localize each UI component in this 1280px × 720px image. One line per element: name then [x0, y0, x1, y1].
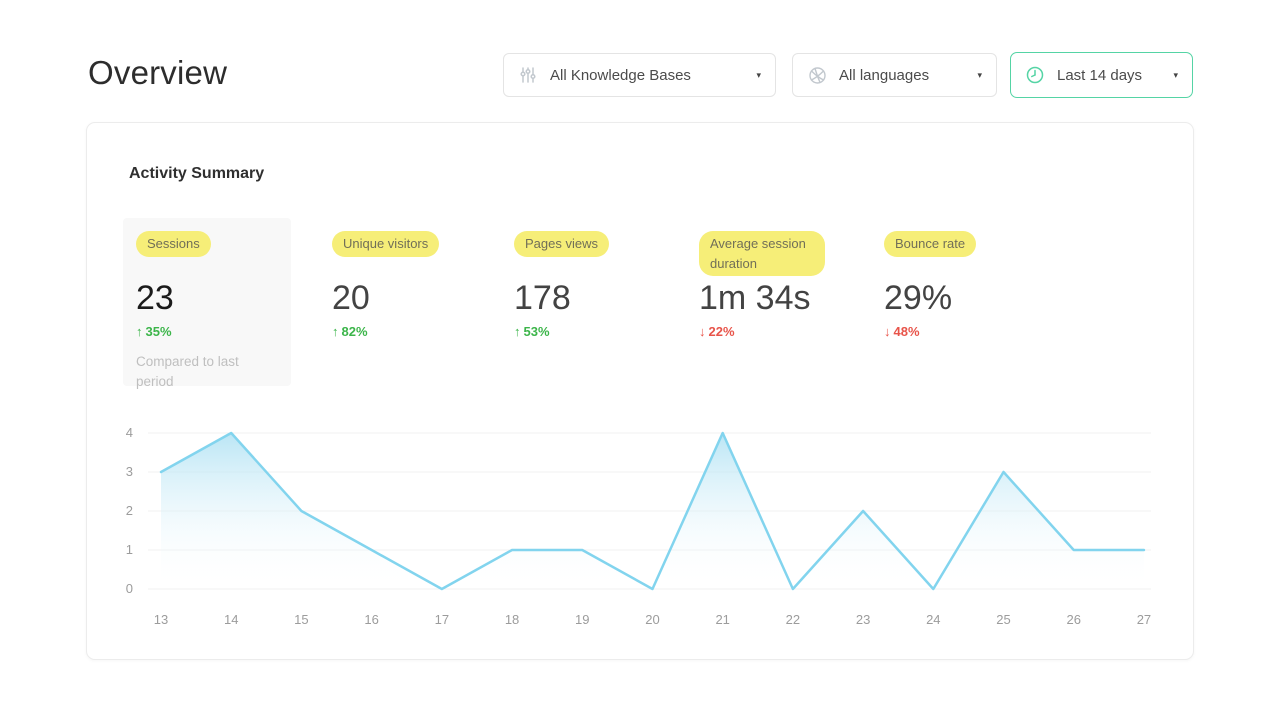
y-tick-label: 2	[125, 503, 133, 518]
metric-note: Compared to last period	[136, 354, 239, 389]
x-tick-label: 23	[855, 612, 871, 627]
metric-bounce-rate: Bounce rate 29% ↓ 48%	[871, 218, 1041, 352]
x-tick-label: 14	[223, 612, 239, 627]
date-range-dropdown[interactable]: Last 14 days ▾	[1010, 52, 1193, 98]
metric-label: Pages views	[514, 231, 609, 257]
metric-value: 29%	[884, 279, 953, 317]
metric-change: ↑ 35%	[136, 324, 278, 339]
metric-change: ↓ 22%	[699, 324, 845, 339]
x-tick-label: 26	[1066, 612, 1081, 627]
x-tick-label: 15	[294, 612, 309, 627]
metric-label: Unique visitors	[332, 231, 440, 257]
change-value: 82%	[341, 324, 368, 339]
metric-change: ↓ 48%	[884, 324, 1028, 339]
change-arrow: ↓	[699, 324, 706, 339]
x-tick-label: 22	[785, 612, 801, 627]
metric-label: Average session duration	[699, 231, 825, 276]
metric-pages-views: Pages views 178 ↑ 53%	[501, 218, 671, 352]
x-tick-label: 18	[504, 612, 520, 627]
sessions-area-chart	[148, 431, 1151, 591]
x-tick-label: 13	[153, 612, 169, 627]
metric-change: ↑ 82%	[332, 324, 476, 339]
y-tick-label: 0	[125, 581, 133, 596]
clock-icon	[1025, 65, 1045, 85]
metric-value: 178	[514, 279, 571, 317]
change-arrow: ↑	[514, 324, 521, 339]
activity-summary-card: Activity Summary Sessions 23 ↑ 35% Compar…	[86, 122, 1194, 660]
x-tick-label: 16	[364, 612, 379, 627]
page-title: Overview	[88, 54, 228, 91]
change-value: 53%	[523, 324, 550, 339]
date-range-value: Last 14 days	[1057, 66, 1143, 84]
x-tick-label: 25	[996, 612, 1011, 627]
metric-value: 20	[332, 279, 370, 317]
x-tick-label: 17	[434, 612, 450, 627]
x-tick-label: 20	[645, 612, 660, 627]
knowledge-bases-dropdown[interactable]: All Knowledge Bases ▾	[503, 53, 776, 97]
globe-icon	[807, 65, 827, 85]
y-tick-label: 4	[125, 425, 133, 440]
x-tick-label: 21	[715, 612, 730, 627]
change-arrow: ↓	[884, 324, 891, 339]
metric-value: 23	[136, 279, 174, 317]
change-arrow: ↑	[136, 324, 143, 339]
card-title: Activity Summary	[129, 165, 265, 182]
knowledge-bases-value: All Knowledge Bases	[550, 66, 691, 84]
x-tick-label: 24	[926, 612, 941, 627]
chevron-down-icon: ▾	[756, 69, 761, 80]
x-tick-label: 27	[1136, 612, 1152, 627]
metric-unique-visitors: Unique visitors 20 ↑ 82%	[319, 218, 489, 352]
metric-label: Sessions	[136, 231, 211, 257]
y-tick-label: 3	[125, 464, 133, 479]
metric-value: 1m 34s	[699, 279, 811, 317]
metric-sessions: Sessions 23 ↑ 35% Compared to last period	[123, 218, 291, 389]
chevron-down-icon: ▾	[977, 69, 982, 80]
change-value: 22%	[708, 324, 735, 339]
languages-value: All languages	[839, 66, 930, 84]
x-tick-label: 19	[575, 612, 590, 627]
change-value: 35%	[145, 324, 172, 339]
chevron-down-icon: ▾	[1173, 69, 1178, 80]
y-tick-label: 1	[125, 542, 133, 557]
metric-label: Bounce rate	[884, 231, 977, 257]
change-arrow: ↑	[332, 324, 339, 339]
languages-dropdown[interactable]: All languages ▾	[792, 53, 997, 97]
sliders-icon	[518, 65, 538, 85]
metric-change: ↑ 53%	[514, 324, 658, 339]
metric-avg-session-duration: Average session duration 1m 34s ↓ 22%	[686, 218, 858, 352]
change-value: 48%	[893, 324, 920, 339]
